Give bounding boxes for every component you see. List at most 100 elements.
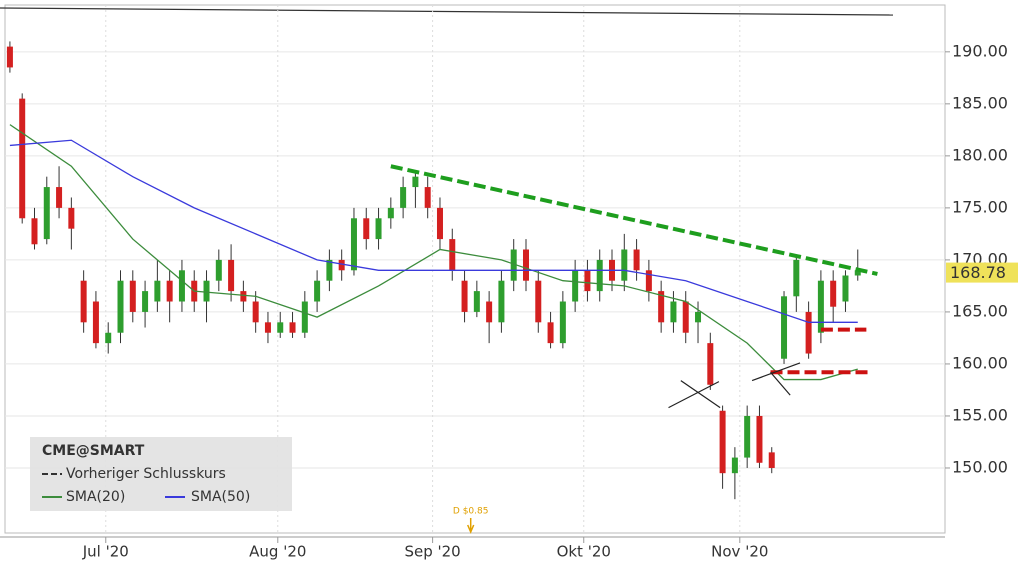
drawing-line [390, 164, 878, 276]
y-tick-label: 190.00 [952, 41, 1008, 60]
last-price-label: 168.78 [950, 263, 1006, 282]
candle-body [326, 259, 333, 281]
candle-body [314, 280, 321, 302]
candle-body [498, 280, 505, 323]
candle-body [203, 280, 210, 302]
legend-label: SMA(20) [66, 489, 125, 505]
candle-body [658, 291, 665, 323]
sma-line [9, 139, 858, 323]
candle-body [338, 259, 345, 271]
candle-body [289, 322, 296, 333]
x-tick-label: Nov '20 [711, 543, 768, 561]
candle-body [117, 280, 124, 333]
candle-body [682, 301, 689, 333]
y-tick-label: 175.00 [952, 197, 1008, 216]
candle-body [301, 301, 308, 333]
candle-body [744, 415, 751, 458]
legend-label: SMA(50) [191, 489, 250, 505]
y-tick-label: 150.00 [952, 457, 1008, 476]
candle-body [817, 280, 824, 333]
candle-body [129, 280, 136, 312]
legend-title: CME@SMART [42, 443, 145, 459]
candle-body [559, 301, 566, 344]
candle-body [756, 415, 763, 463]
candle-body [596, 259, 603, 292]
candle-body [19, 98, 26, 219]
candle-body [535, 280, 542, 323]
candle-body [731, 457, 738, 474]
candle-body [854, 270, 861, 276]
candle-body [6, 46, 13, 68]
candle-body [240, 291, 247, 302]
candle-body [56, 187, 63, 208]
candle-body [768, 452, 775, 468]
sma-line [9, 124, 858, 381]
candle-body [264, 322, 271, 333]
candle-body [252, 301, 259, 323]
candle-body [424, 187, 431, 208]
candle-body [215, 259, 222, 281]
candle-body [68, 207, 75, 229]
candle-body [154, 280, 161, 302]
x-tick-label: Jul '20 [82, 543, 129, 561]
candle-body [375, 218, 382, 240]
candle-body [277, 322, 284, 333]
candle-body [92, 301, 99, 344]
candle-body [645, 270, 652, 292]
candle-body [719, 410, 726, 474]
candle-body [633, 249, 640, 271]
top-line [0, 7, 894, 16]
drawing-line [770, 371, 791, 396]
candle-body [142, 291, 149, 312]
candle-body [166, 280, 173, 302]
x-tick-label: Okt '20 [557, 543, 611, 561]
candle-body [584, 270, 591, 292]
legend-box [30, 437, 292, 511]
y-tick-label: 160.00 [952, 353, 1008, 372]
candle-body [412, 176, 419, 188]
legend-label: Vorheriger Schlusskurs [66, 466, 226, 482]
candle-body [670, 301, 677, 323]
candle-body [707, 343, 714, 385]
x-tick-label: Sep '20 [404, 543, 460, 561]
candle-body [363, 218, 370, 240]
x-tick-label: Aug '20 [249, 543, 306, 561]
candle-body [80, 280, 87, 323]
candle-body [43, 187, 50, 240]
candle-body [486, 301, 493, 323]
candle-body [387, 207, 394, 219]
drawing-line [680, 380, 721, 409]
marks [6, 41, 878, 500]
drawing-line [668, 381, 720, 409]
candle-body [473, 291, 480, 312]
last-price-box [946, 262, 1018, 283]
y-tick-label: 165.00 [952, 301, 1008, 320]
candle-body [178, 270, 185, 302]
y-tick-label: 155.00 [952, 405, 1008, 424]
candle-body [461, 280, 468, 312]
candle-body [522, 249, 529, 281]
candle-body [572, 270, 579, 302]
candle-body [105, 332, 112, 344]
candle-body [436, 207, 443, 240]
candle-body [621, 249, 628, 281]
candle-body [350, 218, 357, 271]
legend: CME@SMART Vorheriger Schlusskurs SMA(20)… [30, 437, 292, 511]
candle-body [830, 280, 837, 307]
candle-body [400, 187, 407, 208]
candle-body [228, 259, 235, 292]
candle-body [781, 296, 788, 359]
candle-body [31, 218, 38, 245]
candle-body [805, 311, 812, 354]
candle-body [842, 275, 849, 302]
dividend-arrow [467, 518, 475, 534]
drawing-line [751, 362, 801, 382]
candle-body [695, 311, 702, 323]
candle-body [547, 322, 554, 344]
dividend-label: D $0.85 [453, 507, 489, 517]
y-tick-label: 180.00 [952, 145, 1008, 164]
y-tick-label: 185.00 [952, 93, 1008, 112]
candle-body [510, 249, 517, 281]
